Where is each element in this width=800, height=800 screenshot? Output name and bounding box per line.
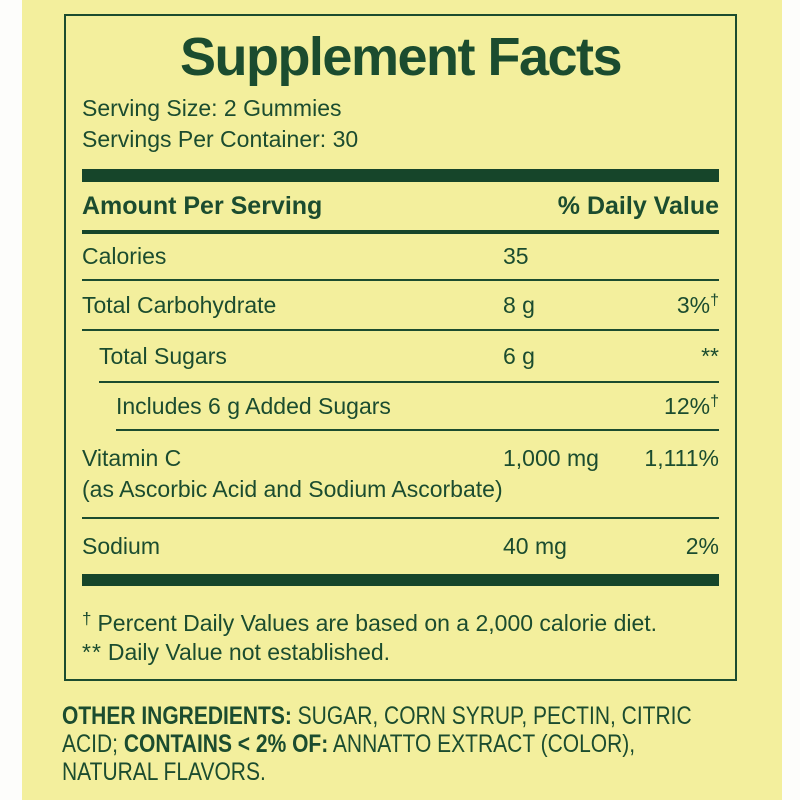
footnotes: † Percent Daily Values are based on a 2,0… bbox=[82, 604, 719, 667]
vitamin-c-source-note: (as Ascorbic Acid and Sodium Ascorbate) bbox=[82, 476, 503, 502]
nutrient-name: Total Sugars bbox=[99, 342, 227, 369]
top-divider-bar bbox=[82, 169, 719, 182]
nutrient-name: Sodium bbox=[82, 533, 160, 559]
nutrient-amount: 40 mg bbox=[503, 533, 567, 559]
amount-per-serving-header: Amount Per Serving bbox=[82, 191, 323, 220]
column-header-row: Amount Per Serving % Daily Value bbox=[82, 182, 719, 234]
other-ingredients-label: OTHER INGREDIENTS: bbox=[62, 702, 292, 730]
row-vitamin-c: Vitamin C 1,000 mg 1,111% (as Ascorbic A… bbox=[82, 431, 719, 519]
nutrient-amount: 6 g bbox=[503, 342, 535, 369]
other-ingredients-line-1: OTHER INGREDIENTS: SUGAR, CORN SYRUP, PE… bbox=[62, 702, 751, 730]
dagger-symbol: † bbox=[710, 291, 719, 309]
vitamin-c-main-line: Vitamin C 1,000 mg 1,111% bbox=[82, 443, 719, 474]
nutrient-dv: 12%† bbox=[664, 393, 719, 420]
other-ingredients-line-3: NATURAL FLAVORS. bbox=[62, 758, 266, 786]
dagger-symbol: † bbox=[82, 609, 92, 628]
footnote-not-established: ** Daily Value not established. bbox=[82, 638, 719, 667]
serving-info: Serving Size: 2 Gummies Servings Per Con… bbox=[82, 93, 719, 155]
nutrient-amount: 8 g bbox=[503, 291, 535, 318]
serving-size: Serving Size: 2 Gummies bbox=[82, 95, 342, 121]
nutrient-dv: ** bbox=[701, 342, 719, 369]
nutrient-amount: 1,000 mg bbox=[503, 445, 599, 471]
label-background bbox=[22, 0, 782, 800]
nutrient-name: Vitamin C bbox=[82, 445, 182, 471]
dv-value: 3% bbox=[676, 291, 711, 318]
nutrient-name: Calories bbox=[82, 243, 167, 269]
dagger-symbol: † bbox=[710, 392, 719, 410]
nutrient-name: Includes 6 g Added Sugars bbox=[116, 392, 391, 419]
dv-value: 12% bbox=[664, 392, 711, 419]
daily-value-header: % Daily Value bbox=[557, 191, 719, 220]
footnote-text: Daily Value not established. bbox=[107, 639, 391, 665]
contains-label: CONTAINS < 2% OF: bbox=[123, 730, 329, 758]
bottom-divider-bar bbox=[82, 574, 719, 586]
other-ingredients-line-2: ACID; CONTAINS < 2% OF: ANNATTO EXTRACT … bbox=[62, 730, 751, 758]
row-calories: Calories 35 bbox=[82, 234, 719, 281]
row-added-sugars: Includes 6 g Added Sugars 12%† bbox=[116, 383, 719, 431]
nutrient-dv: 1,111% bbox=[644, 445, 719, 471]
nutrient-dv: 3%† bbox=[677, 292, 719, 319]
row-total-carbohydrate: Total Carbohydrate 8 g 3%† bbox=[82, 281, 719, 331]
supplement-facts-panel: Supplement Facts Serving Size: 2 Gummies… bbox=[64, 14, 737, 681]
nutrient-name: Total Carbohydrate bbox=[82, 291, 277, 318]
row-sodium: Sodium 40 mg 2% bbox=[82, 519, 719, 574]
footnote-daily-values: † Percent Daily Values are based on a 2,0… bbox=[82, 604, 719, 638]
double-asterisk-symbol: ** bbox=[82, 639, 102, 665]
nutrient-dv: 2% bbox=[685, 533, 719, 559]
row-total-sugars: Total Sugars 6 g ** bbox=[99, 331, 719, 383]
servings-per-container: Servings Per Container: 30 bbox=[82, 126, 359, 152]
ingredients-text: SUGAR, CORN SYRUP, PECTIN, CITRIC bbox=[291, 702, 692, 730]
ingredients-text: ACID; bbox=[62, 730, 124, 758]
footnote-text: Percent Daily Values are based on a 2,00… bbox=[97, 610, 658, 636]
ingredients-text: ANNATTO EXTRACT (COLOR), bbox=[328, 730, 636, 758]
panel-title: Supplement Facts bbox=[179, 27, 623, 87]
nutrient-amount: 35 bbox=[503, 243, 529, 269]
other-ingredients: OTHER INGREDIENTS: SUGAR, CORN SYRUP, PE… bbox=[62, 702, 751, 786]
